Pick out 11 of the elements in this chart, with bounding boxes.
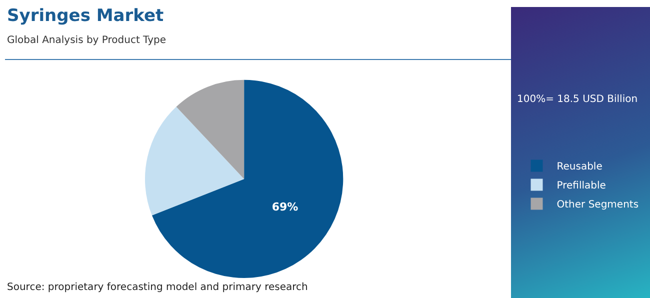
chart-title: Syringes Market xyxy=(7,6,164,26)
pie-slice xyxy=(176,80,244,179)
legend-label: Other Segments xyxy=(556,200,639,211)
data-label: 69% xyxy=(272,200,298,214)
pie-slice xyxy=(145,106,244,216)
pie-slice xyxy=(152,80,344,278)
text: 100%= 18.5 USD Billion xyxy=(517,94,638,105)
chart-subtitle: Global Analysis by Product Type xyxy=(7,35,166,46)
source-note: Source: proprietary forecasting model and primary research xyxy=(7,282,308,293)
legend-label: Prefillable xyxy=(556,180,606,192)
legend-label: Reusable xyxy=(556,162,602,173)
